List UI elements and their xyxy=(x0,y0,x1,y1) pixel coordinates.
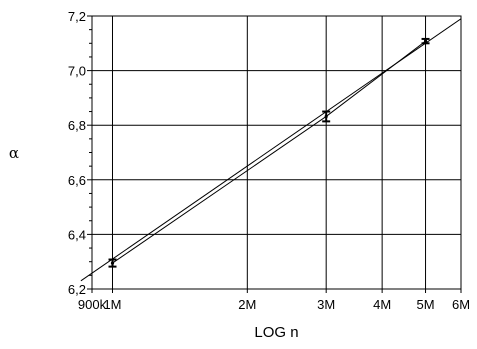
x-tick-label: 1M xyxy=(103,297,121,312)
data-point xyxy=(108,258,117,268)
y-tick-label: 7,0 xyxy=(68,64,86,79)
y-tick-label: 7,2 xyxy=(68,9,86,24)
y-tick-label: 6,8 xyxy=(68,118,86,133)
x-tick-label: 3M xyxy=(317,297,335,312)
x-axis-label: LOG n xyxy=(254,324,298,341)
data-point xyxy=(322,110,331,123)
y-tick-label: 6,2 xyxy=(68,282,86,297)
point-marker xyxy=(324,114,328,119)
x-tick-label: 2M xyxy=(238,297,256,312)
grid xyxy=(92,16,461,289)
fit-line xyxy=(112,40,426,264)
y-tick-label: 6,4 xyxy=(68,227,86,242)
y-tick-label: 6,6 xyxy=(68,173,86,188)
point-marker xyxy=(110,261,115,265)
data-points xyxy=(108,37,430,268)
x-tick-label: 5M xyxy=(417,297,435,312)
fit-lines xyxy=(80,18,461,282)
point-marker xyxy=(423,39,428,43)
x-tick-label: 6M xyxy=(452,297,470,312)
data-point xyxy=(421,37,430,45)
y-axis-label: α xyxy=(9,144,19,162)
x-tick-label: 4M xyxy=(373,297,391,312)
x-tick-label: 900k xyxy=(78,297,107,312)
plot-frame xyxy=(91,15,462,290)
